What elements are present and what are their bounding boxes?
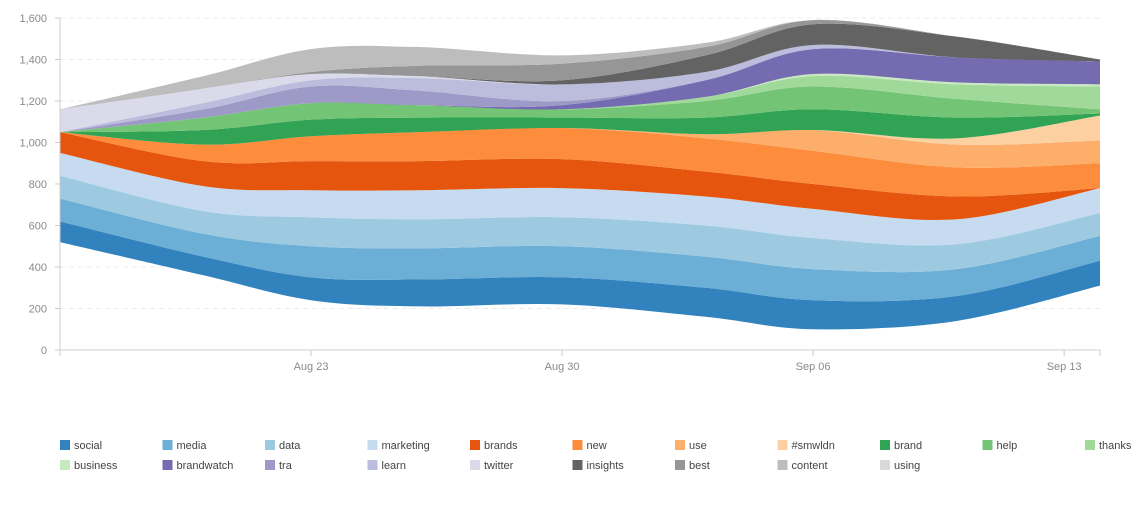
legend-swatch-business xyxy=(60,460,70,470)
legend-swatch-brandwatch xyxy=(162,460,173,470)
y-tick-label: 400 xyxy=(29,262,47,274)
legend-label-new: new xyxy=(587,440,607,452)
legend-swatch-using xyxy=(880,460,890,470)
legend-label-learn: learn xyxy=(382,460,406,472)
y-tick-label: 1,600 xyxy=(19,13,47,25)
area-use xyxy=(60,127,1100,168)
x-tick-label: Sep 13 xyxy=(1047,361,1082,373)
legend-label-brand: brand xyxy=(894,440,922,452)
area-help xyxy=(60,86,1100,133)
legend-label-brands: brands xyxy=(484,440,518,452)
x-tick-label: Aug 23 xyxy=(294,361,329,373)
area-brandwatch xyxy=(60,48,1100,133)
legend-swatch-best xyxy=(675,460,685,470)
axes: 0 200 400 600 800 1,000 1,200 1,400 1,600 Aug 23 A… xyxy=(19,13,1101,373)
legend-label-using: using xyxy=(894,460,920,472)
y-tick-label: 800 xyxy=(29,179,47,191)
legend-swatch-social xyxy=(60,440,70,450)
legend-swatch-media xyxy=(162,440,173,450)
legend-swatch-brand xyxy=(880,440,890,450)
legend-label-data: data xyxy=(279,440,301,452)
legend-label-brandwatch: brandwatch xyxy=(177,460,234,472)
y-tick-label: 1,000 xyxy=(19,138,47,150)
legend-label-media: media xyxy=(177,440,208,452)
area-data xyxy=(60,175,1100,273)
legend-swatch-thanks xyxy=(1085,440,1095,450)
area-insights xyxy=(60,23,1100,110)
legend-label-content: content xyxy=(792,460,828,472)
legend-swatch-insights xyxy=(572,460,583,470)
y-tick-label: 1,200 xyxy=(19,96,47,108)
legend-swatch-marketing xyxy=(367,440,378,450)
legend-swatch-smwldn xyxy=(777,440,788,450)
y-tick-label: 200 xyxy=(29,304,47,316)
legend-swatch-content xyxy=(777,460,788,470)
area-brands xyxy=(60,132,1100,220)
x-tick-label: Sep 06 xyxy=(796,361,831,373)
legend-swatch-use xyxy=(675,440,685,450)
area-best xyxy=(60,19,1100,110)
area-learn xyxy=(60,44,1100,133)
legend-label-marketing: marketing xyxy=(382,440,430,452)
stream-areas xyxy=(60,19,1100,330)
legend-swatch-new xyxy=(572,440,583,450)
legend-label-business: business xyxy=(74,460,118,472)
legend-label-best: best xyxy=(689,460,710,472)
legend-label-twitter: twitter xyxy=(484,460,514,472)
legend-label-help: help xyxy=(997,440,1018,452)
y-tick-label: 1,400 xyxy=(19,55,47,67)
y-tick-label: 600 xyxy=(29,221,47,233)
area-brand xyxy=(60,109,1100,145)
x-tick-label: Aug 30 xyxy=(545,361,580,373)
area-marketing xyxy=(60,152,1100,246)
legend-label-social: social xyxy=(74,440,102,452)
area-smwldn xyxy=(60,115,1100,145)
legend-label-thanks: thanks xyxy=(1099,440,1132,452)
legend-swatch-data xyxy=(265,440,275,450)
legend-label-smwldn: #smwldn xyxy=(792,440,835,452)
legend: social media data marketing brands new use #smw… xyxy=(60,440,1132,472)
legend-label-tra: tra xyxy=(279,460,293,472)
legend-label-use: use xyxy=(689,440,707,452)
legend-swatch-tra xyxy=(265,460,275,470)
legend-label-insights: insights xyxy=(587,460,625,472)
legend-swatch-twitter xyxy=(470,460,480,470)
area-media xyxy=(60,198,1100,302)
legend-swatch-help xyxy=(982,440,993,450)
legend-swatch-learn xyxy=(367,460,378,470)
legend-swatch-brands xyxy=(470,440,480,450)
area-new xyxy=(60,127,1100,197)
y-tick-label: 0 xyxy=(41,345,47,357)
area-social xyxy=(60,221,1100,330)
area-content xyxy=(60,19,1100,110)
